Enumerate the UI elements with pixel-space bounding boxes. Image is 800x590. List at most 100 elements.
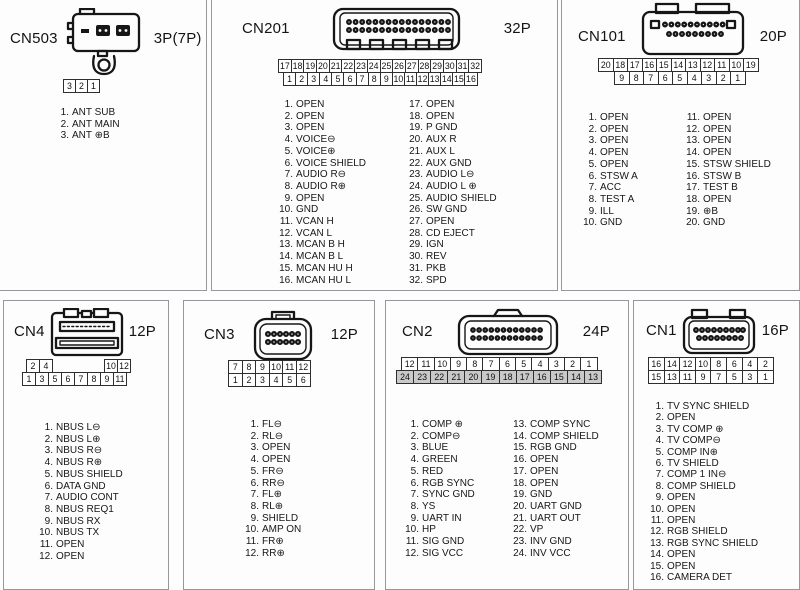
pin-number-row: 17 18 19 20 21 22 23 24 25 26 27 28 29 30 31 32	[278, 59, 482, 73]
pin-number: 19.	[409, 122, 423, 134]
connector-pin-count: 24P	[582, 323, 610, 340]
pin-number: 11.	[245, 536, 259, 548]
pin-label: RL⊖	[262, 430, 284, 442]
pin-number: 21.	[513, 512, 527, 524]
pin-number: 9.	[44, 515, 53, 527]
pin-entry: 20. UART GND	[506, 501, 599, 513]
pin-cell: 23	[413, 370, 432, 384]
pin-label: UART GND	[530, 500, 582, 512]
pin-entry: 10. GND	[576, 217, 679, 229]
pin-number: 9.	[410, 512, 419, 524]
pin-label: OPEN	[703, 147, 732, 159]
pin-label: SW GND	[426, 204, 468, 216]
pin-entry: 14. COMP SHIELD	[506, 431, 599, 443]
cn2-connector-icon	[457, 308, 558, 356]
panel-header: CN4 12P	[4, 301, 168, 358]
pin-number: 6.	[250, 477, 259, 489]
pin-label: P GND	[426, 122, 458, 134]
pin-entry: 10. HP	[398, 524, 506, 536]
panel-cn4: CN4 12P 2 4 10 12 1 3 5 6 7 8 9 11 1. NBUS L⊖ 2. NBUS …	[3, 300, 169, 590]
pin-cell: 27	[404, 59, 419, 73]
pin-entry: 11. OPEN	[32, 539, 123, 551]
pin-entry: 18. OPEN	[506, 478, 599, 490]
pin-cell: 12	[117, 359, 131, 373]
pin-label: HP	[422, 524, 436, 536]
pin-number: 18.	[409, 110, 423, 122]
pin-cell: 17	[515, 370, 534, 384]
pin-label: ANT ⊕B	[72, 130, 110, 142]
pin-entry: 24. AUDIO L ⊕	[402, 181, 497, 193]
pin-entry: 14. MCAN B L	[272, 251, 402, 263]
pin-entry: 6. TV SHIELD	[643, 458, 758, 469]
pin-entry: 13. OPEN	[679, 135, 771, 147]
pin-number: 3.	[410, 442, 419, 454]
pin-cell: 6	[725, 357, 743, 371]
pin-list-column: 17. OPEN 18. OPEN 19. P GND 20. AUX R 21. AUX L 22…	[402, 99, 497, 287]
pin-label: OPEN	[296, 122, 325, 134]
pin-number: 8.	[44, 503, 53, 515]
pin-entry: 8. YS	[398, 501, 506, 513]
pin-cell: 19	[743, 58, 759, 72]
pin-cell: 7	[710, 370, 727, 384]
pin-entry: 3. TV COMP ⊕	[643, 424, 758, 435]
pin-cell: 2	[26, 359, 40, 373]
pin-entry: 11. OPEN	[643, 515, 758, 526]
connector-name: CN201	[242, 20, 290, 37]
connector-name: CN2	[402, 323, 433, 340]
pin-number: 10.	[583, 217, 597, 229]
pin-entry: 7. FL⊕	[238, 489, 301, 501]
pin-label: ACC	[600, 182, 622, 194]
pin-cell: 18	[290, 59, 305, 73]
panel-header: CN1 16P	[634, 301, 799, 358]
pin-number: 13.	[279, 239, 293, 251]
pin-number-row: 1 2 3 4 5 6 7 8 9 10 11 12 13 14 15 16	[283, 72, 481, 86]
pin-cell: 21	[328, 59, 343, 73]
pin-entry: 23. INV GND	[506, 536, 599, 548]
pin-entry: 9. NBUS RX	[32, 516, 123, 528]
pin-number: 17.	[686, 182, 700, 194]
pin-cell: 18	[612, 58, 628, 72]
pin-number: 3.	[284, 122, 293, 134]
pin-entry: 15. OPEN	[643, 561, 758, 572]
pin-label: AUDIO SHIELD	[426, 192, 497, 204]
pin-cell: 9	[100, 372, 114, 386]
panel-header: CN3 12P	[184, 301, 374, 365]
pin-label: OPEN	[667, 560, 696, 572]
pin-entry: 2. NBUS L⊕	[32, 434, 123, 446]
pin-label: AUDIO CONT	[56, 492, 119, 504]
pin-cell: 17	[627, 58, 643, 72]
pin-number: 16.	[513, 454, 527, 466]
pin-entry: 16. CAMERA DET	[643, 572, 758, 583]
pin-cell: 6	[498, 357, 517, 371]
pin-label: NBUS L⊖	[56, 422, 101, 433]
pin-label: GREEN	[422, 454, 458, 466]
pin-entry: 20. AUX R	[402, 134, 497, 146]
pin-label: MCAN HU L	[296, 274, 352, 286]
pin-number: 7.	[655, 469, 664, 481]
pin-cell: 11	[679, 370, 696, 384]
pin-number: 28.	[409, 227, 423, 239]
pin-label: MCAN B L	[296, 251, 344, 263]
pin-cell: 7	[74, 372, 88, 386]
pin-number: 20.	[513, 500, 527, 512]
pin-cell: 9	[449, 357, 468, 371]
pin-label: MCAN B H	[296, 239, 345, 251]
pin-entry: 32. SPD	[402, 275, 497, 287]
pin-number: 12.	[405, 547, 419, 559]
pin-number: 6.	[284, 157, 293, 169]
pin-number-grid: 12 11 10 9 8 7 6 5 4 3 2 1 24 23 22 21 20 19 18 17 16 15 14 13	[396, 357, 603, 384]
pin-entry: 11. OPEN	[679, 112, 771, 124]
pin-entry: 8. RL⊕	[238, 501, 301, 513]
pin-label: AUDIO R⊖	[296, 169, 347, 181]
pin-cell: 4	[39, 359, 53, 373]
cn1-connector-icon	[683, 308, 756, 355]
cn503-connector-icon	[66, 8, 140, 76]
pin-label: IGN	[426, 239, 444, 251]
pin-entry: 12. RR⊕	[238, 548, 301, 560]
pin-cell: 15	[549, 370, 568, 384]
pin-label: OPEN	[56, 550, 85, 562]
pin-cell: 14	[670, 58, 686, 72]
pin-entry: 16. STSW B	[679, 171, 771, 183]
pin-number: 22.	[409, 157, 423, 169]
pin-label: AUDIO L⊖	[426, 169, 475, 181]
